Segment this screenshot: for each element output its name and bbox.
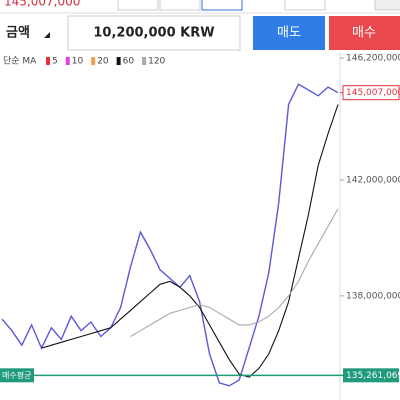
price-top: 145,007,000 — [4, 0, 80, 9]
sell-label: 매도 — [277, 26, 301, 41]
y-tick-label: 138,000,000 — [346, 291, 400, 301]
legend-swatch — [46, 57, 50, 65]
dropdown-icon[interactable] — [44, 32, 50, 38]
average-buy-box — [343, 368, 399, 383]
tab[interactable] — [117, 0, 159, 11]
buy-label: 매수 — [352, 26, 376, 41]
legend-swatch — [91, 57, 96, 65]
amount-input[interactable] — [67, 15, 241, 51]
buy-button[interactable] — [329, 16, 400, 50]
legend-swatch — [65, 57, 70, 65]
average-buy-label: 135,261,069 — [346, 371, 400, 381]
amount-value: 10,200,000 KRW — [93, 26, 214, 41]
current-price-label: 145,007,000 — [346, 88, 400, 98]
legend-label: 20 — [97, 57, 109, 67]
series-line — [130, 208, 339, 337]
y-tick-label: 142,000,000 — [346, 175, 400, 185]
series-line — [41, 104, 339, 378]
tab[interactable] — [284, 0, 326, 11]
series-line — [1, 83, 339, 387]
y-tick-label: 146,200,000 — [346, 54, 400, 64]
tab[interactable] — [159, 0, 201, 11]
legend-label: 5 — [52, 57, 58, 67]
legend-label: 120 — [148, 57, 165, 67]
sell-button[interactable] — [253, 16, 325, 50]
legend-swatch — [142, 57, 147, 65]
average-buy-tag — [0, 368, 34, 383]
tab[interactable] — [201, 0, 243, 11]
tab[interactable] — [374, 0, 400, 11]
legend-label: 10 — [72, 57, 84, 67]
legend-swatch — [116, 57, 121, 65]
average-buy-name: 매수평균 — [2, 370, 31, 380]
legend-label: 60 — [123, 57, 135, 67]
legend-title: 단순 MA — [3, 56, 37, 67]
amount-label: 금액 — [6, 26, 30, 41]
current-price-box — [342, 85, 400, 101]
